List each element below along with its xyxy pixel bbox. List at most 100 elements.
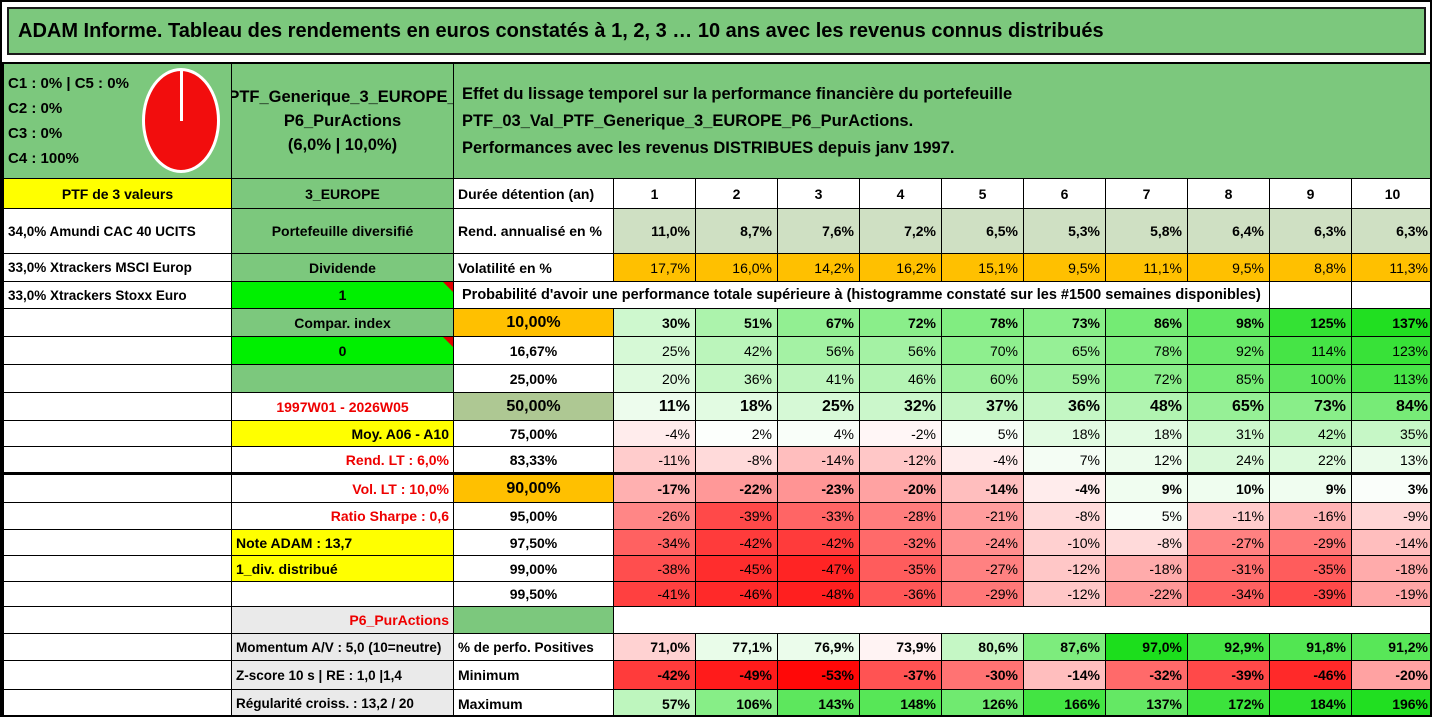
value-cell[interactable]: 92,9%	[1188, 634, 1270, 661]
value-cell[interactable]: 125%	[1270, 309, 1352, 337]
value-cell[interactable]: -42%	[614, 661, 696, 690]
value-cell[interactable]: 41%	[778, 365, 860, 393]
value-cell[interactable]: 98%	[1188, 309, 1270, 337]
value-cell[interactable]: 148%	[860, 690, 942, 715]
value-cell[interactable]: -18%	[1352, 556, 1430, 582]
value-cell[interactable]: -22%	[1106, 582, 1188, 607]
diversifie-cell[interactable]: Portefeuille diversifié	[232, 209, 454, 254]
year-cell[interactable]: 7	[1106, 179, 1188, 209]
empty-cell[interactable]	[4, 309, 232, 337]
empty-cell[interactable]	[4, 421, 232, 447]
value-cell[interactable]: -34%	[614, 530, 696, 556]
zscore-cell[interactable]: Z-score 10 s | RE : 1,0 |1,4	[232, 661, 454, 690]
value-cell[interactable]: -42%	[778, 530, 860, 556]
threshold-cell[interactable]: 97,50%	[454, 530, 614, 556]
threshold-cell[interactable]: 83,33%	[454, 447, 614, 473]
vol-label-cell[interactable]: Volatilité en %	[454, 254, 614, 282]
value-cell[interactable]: -12%	[1024, 556, 1106, 582]
value-cell[interactable]: -39%	[1270, 582, 1352, 607]
value-cell[interactable]: -24%	[942, 530, 1024, 556]
value-cell[interactable]: 84%	[1352, 393, 1430, 421]
value-cell[interactable]: 25%	[778, 393, 860, 421]
value-cell[interactable]: 137%	[1352, 309, 1430, 337]
year-cell[interactable]: 6	[1024, 179, 1106, 209]
value-cell[interactable]: 5,3%	[1024, 209, 1106, 254]
value-cell[interactable]: 72%	[860, 309, 942, 337]
value-cell[interactable]: -47%	[778, 556, 860, 582]
description-cell[interactable]: Effet du lissage temporel sur la perform…	[454, 64, 1430, 179]
value-cell[interactable]: -53%	[778, 661, 860, 690]
value-cell[interactable]: -20%	[1352, 661, 1430, 690]
value-cell[interactable]: 3%	[1352, 475, 1430, 503]
value-cell[interactable]: 73%	[1270, 393, 1352, 421]
value-cell[interactable]: 11,0%	[614, 209, 696, 254]
value-cell[interactable]: -45%	[696, 556, 778, 582]
empty-cell[interactable]	[4, 530, 232, 556]
empty-cell[interactable]	[4, 634, 232, 661]
value-cell[interactable]: -34%	[1188, 582, 1270, 607]
p6-cell[interactable]: P6_PurActions	[232, 607, 454, 634]
value-cell[interactable]: -27%	[942, 556, 1024, 582]
value-cell[interactable]: -8%	[696, 447, 778, 473]
threshold-cell[interactable]: 90,00%	[454, 475, 614, 503]
period-cell[interactable]: 1997W01 - 2026W05	[232, 393, 454, 421]
value-cell[interactable]: 11,3%	[1352, 254, 1430, 282]
value-cell[interactable]: 36%	[696, 365, 778, 393]
value-cell[interactable]: 91,2%	[1352, 634, 1430, 661]
value-cell[interactable]: -39%	[696, 503, 778, 530]
green-spacer-cell[interactable]	[454, 607, 614, 634]
value-cell[interactable]: 18%	[1024, 421, 1106, 447]
value-cell[interactable]: 11,1%	[1106, 254, 1188, 282]
value-cell[interactable]: 8,8%	[1270, 254, 1352, 282]
empty-cell[interactable]	[4, 393, 232, 421]
value-cell[interactable]: 73,9%	[860, 634, 942, 661]
value-cell[interactable]: 196%	[1352, 690, 1430, 715]
empty-cell[interactable]	[4, 365, 232, 393]
value-cell[interactable]: 2%	[696, 421, 778, 447]
value-cell[interactable]: -23%	[778, 475, 860, 503]
value-cell[interactable]: -14%	[942, 475, 1024, 503]
value-cell[interactable]: 46%	[860, 365, 942, 393]
value-cell[interactable]: -38%	[614, 556, 696, 582]
value-cell[interactable]: 70%	[942, 337, 1024, 365]
value-cell[interactable]: -21%	[942, 503, 1024, 530]
empty-cell[interactable]	[4, 607, 232, 634]
empty-cell[interactable]	[1270, 282, 1352, 309]
sharpe-cell[interactable]: Ratio Sharpe : 0,6	[232, 503, 454, 530]
maximum-label-cell[interactable]: Maximum	[454, 690, 614, 715]
value-cell[interactable]: -29%	[1270, 530, 1352, 556]
value-cell[interactable]: 77,1%	[696, 634, 778, 661]
year-cell[interactable]: 8	[1188, 179, 1270, 209]
value-cell[interactable]: 172%	[1188, 690, 1270, 715]
moy-cell[interactable]: Moy. A06 - A10	[232, 421, 454, 447]
div-distribue-cell[interactable]: 1_div. distribué	[232, 556, 454, 582]
value-cell[interactable]: -2%	[860, 421, 942, 447]
value-cell[interactable]: -14%	[1024, 661, 1106, 690]
value-cell[interactable]: 184%	[1270, 690, 1352, 715]
empty-cell[interactable]	[4, 582, 232, 607]
value-cell[interactable]: -10%	[1024, 530, 1106, 556]
value-cell[interactable]: 8,7%	[696, 209, 778, 254]
value-cell[interactable]: 30%	[614, 309, 696, 337]
value-cell[interactable]: 71,0%	[614, 634, 696, 661]
value-cell[interactable]: -4%	[942, 447, 1024, 473]
empty-cell[interactable]	[4, 661, 232, 690]
threshold-cell[interactable]: 75,00%	[454, 421, 614, 447]
value-cell[interactable]: 15,1%	[942, 254, 1024, 282]
value-cell[interactable]: 166%	[1024, 690, 1106, 715]
value-cell[interactable]: 31%	[1188, 421, 1270, 447]
value-cell[interactable]: -18%	[1106, 556, 1188, 582]
value-cell[interactable]: -20%	[860, 475, 942, 503]
value-cell[interactable]: 11%	[614, 393, 696, 421]
value-cell[interactable]: 78%	[942, 309, 1024, 337]
europe-cell[interactable]: 3_EUROPE	[232, 179, 454, 209]
holdings-header-cell[interactable]: PTF de 3 valeurs	[4, 179, 232, 209]
threshold-cell[interactable]: 99,50%	[454, 582, 614, 607]
value-cell[interactable]: 76,9%	[778, 634, 860, 661]
value-cell[interactable]: 6,3%	[1352, 209, 1430, 254]
value-cell[interactable]: 14,2%	[778, 254, 860, 282]
value-cell[interactable]: 18%	[1106, 421, 1188, 447]
value-cell[interactable]: 51%	[696, 309, 778, 337]
value-cell[interactable]: 9,5%	[1188, 254, 1270, 282]
rend-label-cell[interactable]: Rend. annualisé en %	[454, 209, 614, 254]
